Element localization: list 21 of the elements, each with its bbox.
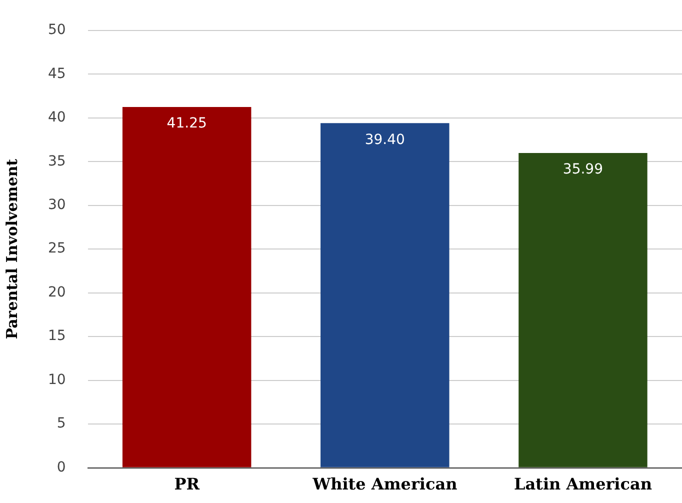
y-tick-label: 25 [48,240,66,257]
bar [518,152,648,468]
y-tick-label: 5 [56,416,66,432]
x-tick-label: White American [312,474,458,494]
x-tick-label: Latin American [514,474,652,494]
y-tick-label: 30 [48,197,66,213]
y-tick-label: 45 [48,66,66,82]
y-tick-label: 35 [48,153,66,170]
y-tick-label: 50 [48,22,66,38]
data-label: 35.99 [562,162,604,178]
y-tick-label: 0 [56,459,66,476]
y-axis-title: Parental Involvement [2,158,21,340]
y-tick-label: 20 [48,284,66,300]
y-tick-label: 10 [48,372,66,388]
y-tick-label: 40 [48,110,66,126]
x-tick-label: PR [174,474,200,494]
data-label: 39.40 [364,132,405,148]
bar [320,123,450,468]
bar [122,106,252,468]
data-label: 41.25 [166,116,207,132]
y-tick-label: 15 [48,328,66,344]
